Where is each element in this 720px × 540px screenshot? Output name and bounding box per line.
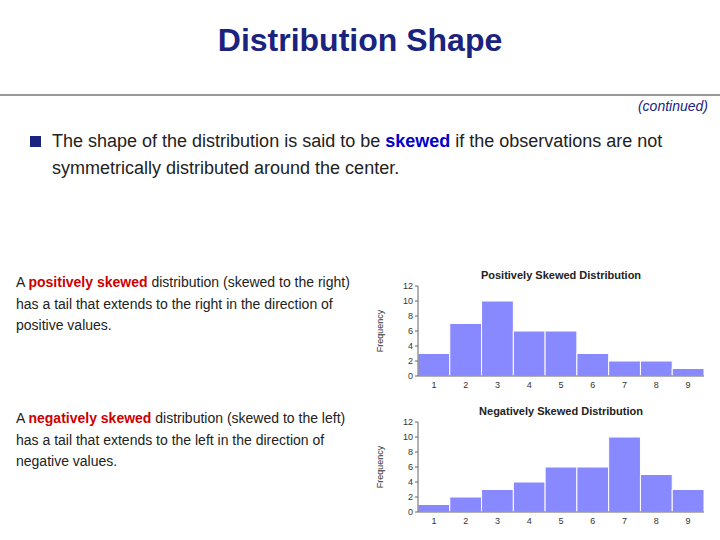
y-tick-label: 2 <box>408 492 413 502</box>
bar <box>450 497 482 512</box>
text-run: A <box>16 410 28 426</box>
y-tick-label: 0 <box>408 371 413 381</box>
x-tick-label: 4 <box>527 380 532 390</box>
y-tick-label: 6 <box>408 326 413 336</box>
y-axis-label: Frequency <box>375 445 385 488</box>
bullet-square <box>30 136 41 147</box>
x-tick-label: 4 <box>527 516 532 526</box>
chart-title: Negatively Skewed Distribution <box>479 405 643 417</box>
y-axis-label: Frequency <box>375 309 385 352</box>
y-tick <box>415 437 418 438</box>
y-tick <box>415 467 418 468</box>
chart-box: 024681012123456789Positively Skewed Dist… <box>372 266 712 396</box>
x-tick-label: 9 <box>686 516 691 526</box>
y-tick-label: 4 <box>408 477 413 487</box>
bar <box>577 467 609 512</box>
slide-title: Distribution Shape <box>20 22 700 59</box>
y-tick-label: 12 <box>403 417 413 427</box>
y-tick <box>415 316 418 317</box>
bar <box>513 331 545 376</box>
x-axis <box>418 376 704 377</box>
x-tick-label: 6 <box>590 516 595 526</box>
bar <box>513 482 545 512</box>
y-tick-label: 12 <box>403 281 413 291</box>
y-tick-label: 8 <box>408 447 413 457</box>
text-run: A <box>16 274 28 290</box>
y-tick-label: 2 <box>408 356 413 366</box>
bar <box>545 467 577 512</box>
x-tick-label: 8 <box>654 380 659 390</box>
y-tick <box>415 346 418 347</box>
y-tick <box>415 497 418 498</box>
bar <box>672 490 704 513</box>
y-tick <box>415 331 418 332</box>
x-tick-label: 7 <box>622 380 627 390</box>
text-run: positively skewed <box>28 274 147 290</box>
y-tick-label: 6 <box>408 462 413 472</box>
bar <box>450 324 482 377</box>
x-tick-label: 5 <box>558 516 563 526</box>
x-tick-label: 1 <box>431 516 436 526</box>
y-tick <box>415 422 418 423</box>
y-tick-label: 10 <box>403 296 413 306</box>
side-text: A negatively skewed distribution (skewed… <box>16 408 361 473</box>
x-tick-label: 2 <box>463 516 468 526</box>
x-axis <box>418 512 704 513</box>
y-tick <box>415 482 418 483</box>
x-tick-label: 6 <box>590 380 595 390</box>
y-tick <box>415 286 418 287</box>
bar <box>545 331 577 376</box>
bar <box>482 301 514 376</box>
bar <box>640 475 672 513</box>
slide-subtitle: (continued) <box>638 98 708 114</box>
bar <box>482 490 514 513</box>
bar <box>672 369 704 377</box>
y-tick-label: 0 <box>408 507 413 517</box>
x-tick-label: 3 <box>495 380 500 390</box>
x-tick-label: 9 <box>686 380 691 390</box>
bar <box>577 354 609 377</box>
y-tick <box>415 361 418 362</box>
x-tick-label: 3 <box>495 516 500 526</box>
x-tick-label: 2 <box>463 380 468 390</box>
chart-title: Positively Skewed Distribution <box>481 269 641 281</box>
text-run: negatively skewed <box>28 410 151 426</box>
y-tick <box>415 512 418 513</box>
y-tick-label: 8 <box>408 311 413 321</box>
text-run: skewed <box>385 131 450 151</box>
bullet-text: The shape of the distribution is said to… <box>26 128 696 182</box>
bars <box>418 437 704 512</box>
bar <box>418 505 450 513</box>
y-tick <box>415 301 418 302</box>
x-tick-label: 5 <box>558 380 563 390</box>
bars <box>418 301 704 376</box>
bar <box>418 354 450 377</box>
x-tick-label: 1 <box>431 380 436 390</box>
chart: 024681012123456789Positively Skewed Dist… <box>372 266 712 396</box>
text-run: The shape of the distribution is said to… <box>52 131 385 151</box>
y-tick-label: 4 <box>408 341 413 351</box>
chart-box: 024681012123456789Negatively Skewed Dist… <box>372 402 712 532</box>
x-tick-label: 7 <box>622 516 627 526</box>
chart: 024681012123456789Negatively Skewed Dist… <box>372 402 712 532</box>
y-tick <box>415 452 418 453</box>
bar <box>640 361 672 376</box>
bar <box>609 437 641 512</box>
x-tick-label: 8 <box>654 516 659 526</box>
side-text: A positively skewed distribution (skewed… <box>16 272 361 337</box>
y-tick <box>415 376 418 377</box>
y-tick-label: 10 <box>403 432 413 442</box>
bar <box>609 361 641 376</box>
